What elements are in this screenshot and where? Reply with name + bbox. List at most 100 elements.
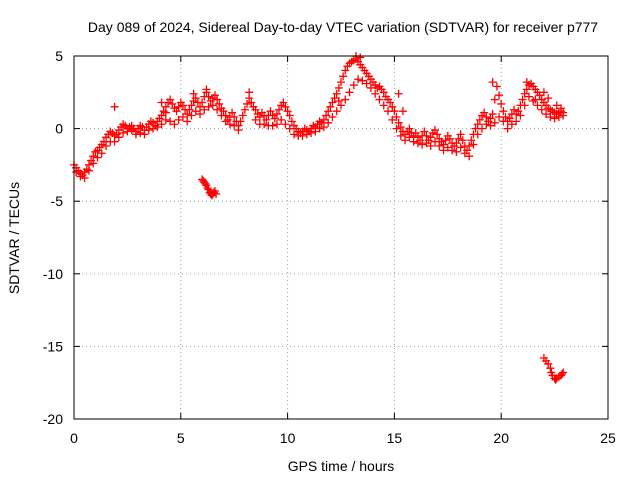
data-point bbox=[499, 117, 508, 126]
data-point bbox=[458, 136, 467, 145]
data-point bbox=[520, 89, 529, 98]
data-point bbox=[322, 111, 331, 120]
data-point bbox=[418, 140, 427, 149]
data-point bbox=[454, 134, 463, 143]
data-point bbox=[131, 130, 140, 139]
data-point bbox=[272, 110, 281, 119]
data-point bbox=[332, 107, 341, 116]
data-point bbox=[191, 94, 200, 103]
data-point bbox=[533, 101, 542, 110]
data-point bbox=[260, 120, 269, 129]
data-point bbox=[465, 152, 474, 161]
data-point bbox=[379, 88, 388, 97]
data-point bbox=[93, 153, 102, 162]
data-point bbox=[149, 124, 158, 133]
data-point bbox=[497, 99, 506, 108]
data-point bbox=[110, 137, 119, 146]
data-point bbox=[166, 95, 175, 104]
x-tick-label: 0 bbox=[70, 430, 78, 446]
series-main-track bbox=[70, 54, 568, 180]
data-point bbox=[544, 359, 553, 368]
data-point bbox=[334, 83, 343, 92]
data-point bbox=[311, 127, 320, 136]
data-point bbox=[157, 120, 166, 129]
data-point bbox=[230, 112, 239, 121]
data-point bbox=[240, 105, 249, 114]
data-point bbox=[102, 142, 111, 151]
data-point bbox=[189, 89, 198, 98]
data-point bbox=[97, 149, 106, 158]
data-point bbox=[243, 99, 252, 108]
data-point bbox=[328, 98, 337, 107]
data-point bbox=[441, 136, 450, 145]
data-point bbox=[183, 117, 192, 126]
data-point bbox=[542, 110, 551, 119]
data-point bbox=[285, 111, 294, 120]
data-point bbox=[488, 78, 497, 87]
data-point bbox=[383, 107, 392, 116]
data-point bbox=[426, 133, 435, 142]
data-point bbox=[411, 128, 420, 137]
data-point bbox=[473, 130, 482, 139]
data-point bbox=[409, 137, 418, 146]
y-tick-label: 0 bbox=[55, 121, 63, 137]
data-point bbox=[185, 105, 194, 114]
data-point bbox=[426, 142, 435, 151]
data-point bbox=[198, 98, 207, 107]
data-point bbox=[475, 115, 484, 124]
data-point bbox=[166, 117, 175, 126]
data-point bbox=[539, 88, 548, 97]
data-point bbox=[512, 117, 521, 126]
data-point bbox=[110, 102, 119, 111]
data-point bbox=[422, 139, 431, 148]
series-segment-22h bbox=[539, 354, 568, 384]
data-point bbox=[388, 115, 397, 124]
data-point bbox=[127, 126, 136, 135]
data-point bbox=[482, 120, 491, 129]
data-point bbox=[396, 131, 405, 140]
data-point bbox=[236, 117, 245, 126]
data-point bbox=[302, 130, 311, 139]
data-point bbox=[157, 98, 166, 107]
data-point bbox=[255, 112, 264, 121]
data-point bbox=[140, 130, 149, 139]
data-point bbox=[178, 112, 187, 121]
data-point bbox=[298, 131, 307, 140]
data-point bbox=[266, 107, 275, 116]
data-point bbox=[495, 112, 504, 121]
data-point bbox=[196, 110, 205, 119]
data-point bbox=[183, 110, 192, 119]
data-point bbox=[172, 107, 181, 116]
data-point bbox=[467, 136, 476, 145]
data-point bbox=[522, 85, 531, 94]
data-point bbox=[341, 66, 350, 75]
data-point bbox=[287, 117, 296, 126]
data-point bbox=[307, 128, 316, 137]
x-tick-label: 15 bbox=[387, 430, 403, 446]
data-point bbox=[72, 168, 81, 177]
data-point bbox=[550, 114, 559, 123]
data-point bbox=[537, 105, 546, 114]
data-point bbox=[486, 114, 495, 123]
data-point bbox=[319, 123, 328, 132]
axis-ticks bbox=[73, 55, 609, 420]
data-point bbox=[433, 130, 442, 139]
data-point bbox=[170, 120, 179, 129]
data-point bbox=[330, 94, 339, 103]
data-point bbox=[230, 121, 239, 130]
data-point bbox=[413, 139, 422, 148]
data-point bbox=[187, 111, 196, 120]
data-point bbox=[221, 117, 230, 126]
data-point bbox=[477, 124, 486, 133]
data-point bbox=[200, 105, 209, 114]
data-point bbox=[398, 107, 407, 116]
data-point bbox=[559, 368, 568, 377]
y-tick-labels: 5 0 -5 -10 -15 -20 bbox=[43, 48, 63, 427]
y-tick-label: -10 bbox=[43, 266, 63, 282]
data-point bbox=[219, 107, 228, 116]
data-point bbox=[272, 120, 281, 129]
data-point bbox=[290, 130, 299, 139]
data-point bbox=[215, 99, 224, 108]
data-point bbox=[405, 124, 414, 133]
data-point bbox=[388, 102, 397, 111]
